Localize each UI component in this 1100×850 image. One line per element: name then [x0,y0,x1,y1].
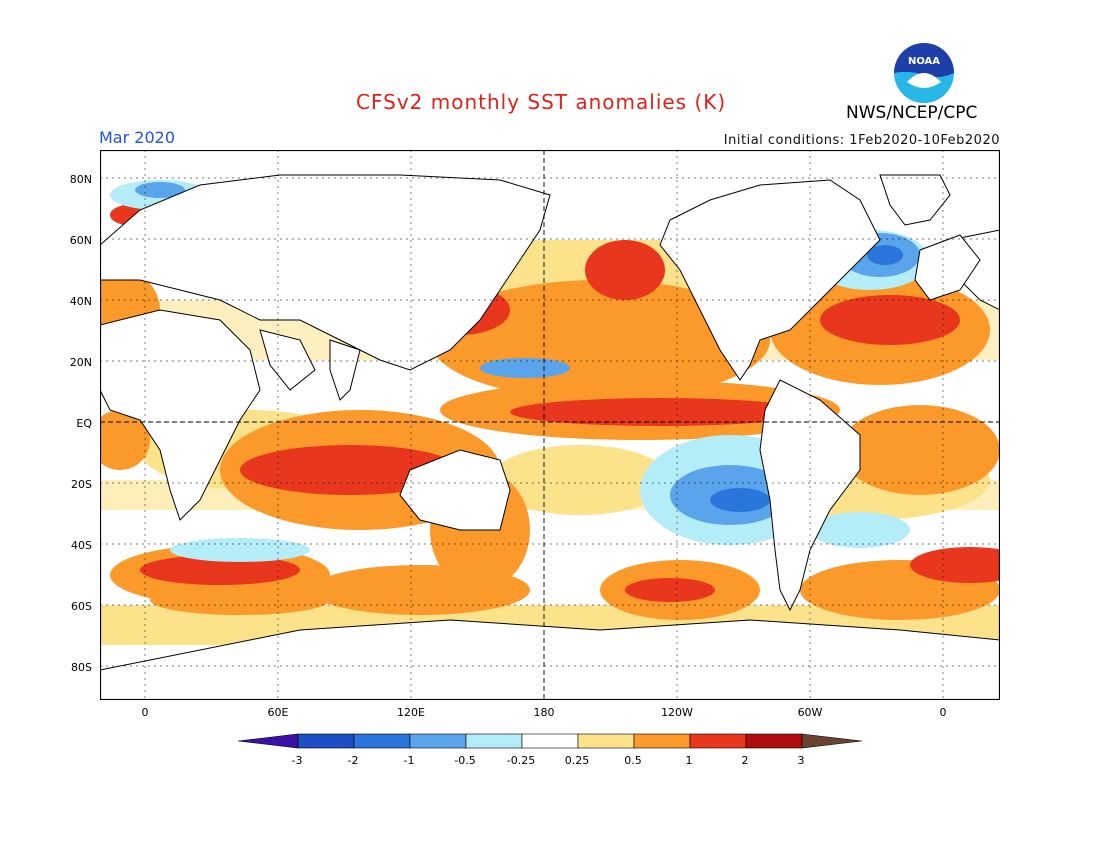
africa [100,309,261,521]
lat-label: 80N [69,173,92,186]
noaa-logo: NOAA [894,43,954,103]
legend-swatch [633,733,691,749]
lon-label: 120E [397,706,425,719]
legend-label: -3 [291,754,303,767]
agency-label: NWS/NCEP/CPC [846,103,978,123]
sst-anomaly-map [100,150,1000,700]
australia [399,449,511,531]
logo-text: NOAA [908,56,940,67]
lat-label: 60S [71,600,92,613]
lat-label: 20N [69,356,92,369]
anomaly-strong-cool-areas [710,245,903,512]
legend-swatch [465,733,523,749]
greenland [879,174,951,226]
lon-label: 0 [141,706,149,719]
lon-label: 180 [533,706,555,719]
legend-label: -1 [403,754,415,767]
continents [100,174,1000,700]
legend-label: 0.5 [624,754,642,767]
initial-conditions: Initial conditions: 1Feb2020-10Feb2020 [723,133,1000,148]
legend-swatch [297,733,355,749]
legend-label: -2 [347,754,359,767]
forecast-month: Mar 2020 [99,128,175,147]
north-america [659,179,881,381]
eurasia [100,174,551,371]
map-title: CFSv2 monthly SST anomalies (K) [356,90,727,114]
legend-swatch [409,733,467,749]
lat-label: 40N [69,295,92,308]
lat-label: 40S [71,539,92,552]
legend-label: 3 [797,754,805,767]
lon-label: 120W [661,706,693,719]
legend-arrow-low [238,733,299,749]
legend-swatch [577,733,635,749]
south-america [759,379,861,612]
lat-label: 60N [69,234,92,247]
legend-label: 2 [741,754,749,767]
equator-dateline [100,150,1000,700]
legend-label: -0.5 [454,754,476,767]
legend-swatch [521,733,579,749]
legend-label: 0.25 [564,754,590,767]
legend-swatch [353,733,411,749]
map-frame [100,150,1000,700]
europe-north [914,234,981,301]
lon-label: 60E [267,706,289,719]
antarctica [100,619,1000,700]
lat-lon-grid [100,150,1000,700]
legend-swatch [689,733,747,749]
lat-label: 80S [71,661,92,674]
lat-label: EQ [76,417,92,430]
legend-label: -0.25 [506,754,536,767]
arabia-india [259,329,361,401]
lon-label: 60W [797,706,823,719]
color-legend [238,733,862,749]
legend-swatch [745,733,803,749]
legend-arrow-high [801,733,862,749]
lon-label: 0 [939,706,947,719]
legend-label: 1 [685,754,693,767]
lat-label: 20S [71,478,92,491]
